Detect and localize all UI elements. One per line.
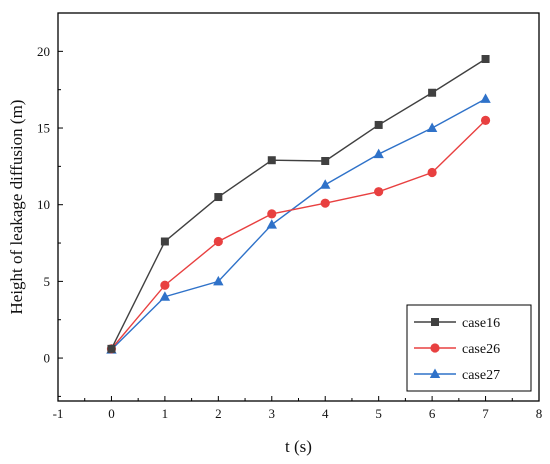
legend-item-case16: case16 bbox=[414, 316, 500, 331]
x-axis-title: t (s) bbox=[285, 437, 312, 456]
x-tick-label: 2 bbox=[215, 406, 222, 421]
y-tick-label: 0 bbox=[44, 351, 51, 366]
legend: case16 case26 case27 bbox=[406, 304, 532, 392]
data-point-case16 bbox=[214, 193, 223, 202]
y-tick-label: 10 bbox=[37, 197, 50, 212]
data-point-case27 bbox=[480, 93, 491, 103]
x-tick-label: 3 bbox=[269, 406, 276, 421]
data-point-case26 bbox=[427, 167, 437, 178]
y-tick-label: 15 bbox=[37, 121, 50, 136]
series-case16 bbox=[107, 55, 490, 353]
data-point-case27 bbox=[213, 275, 224, 286]
data-point-case26 bbox=[267, 209, 277, 219]
y-tick-label: 20 bbox=[37, 44, 50, 59]
data-point-case16 bbox=[428, 88, 437, 97]
legend-label: case27 bbox=[462, 368, 500, 383]
legend-item-case27: case27 bbox=[414, 368, 500, 383]
series-case27 bbox=[106, 93, 491, 354]
data-point-case27 bbox=[266, 219, 277, 229]
x-tick-label: -1 bbox=[53, 406, 64, 421]
x-tick-label: 4 bbox=[322, 406, 329, 421]
x-tick-label: 0 bbox=[108, 406, 115, 421]
data-point-case26 bbox=[320, 198, 330, 208]
x-tick-label: 8 bbox=[536, 406, 543, 421]
legend-marker bbox=[430, 343, 440, 353]
y-tick-label: 5 bbox=[44, 274, 51, 289]
data-point-case27 bbox=[373, 148, 384, 159]
plot-layer: -1 0 1 2 3 4 5 6 7 8 0 5 10 15 20 case16 case26 case27 bbox=[37, 12, 543, 421]
data-point-case27 bbox=[320, 179, 331, 189]
legend-label: case16 bbox=[462, 316, 500, 331]
series-line-case16 bbox=[110, 58, 486, 350]
x-tick-label: 5 bbox=[375, 406, 382, 421]
x-tick-label: 6 bbox=[429, 406, 436, 421]
series-line-case26 bbox=[110, 119, 487, 350]
x-tick-label: 1 bbox=[162, 406, 169, 421]
series-line-case27 bbox=[110, 98, 486, 351]
data-point-case16 bbox=[160, 237, 169, 246]
data-point-case26 bbox=[480, 115, 491, 125]
y-axis-title: Height of leakage diffusion (m) bbox=[7, 100, 26, 315]
legend-marker bbox=[431, 318, 439, 326]
data-point-case26 bbox=[160, 280, 170, 290]
data-point-case16 bbox=[374, 120, 383, 129]
data-point-case27 bbox=[426, 122, 438, 133]
data-point-case26 bbox=[374, 187, 384, 197]
data-point-case16 bbox=[321, 156, 330, 165]
legend-item-case26: case26 bbox=[414, 342, 500, 357]
data-point-case27 bbox=[159, 291, 171, 301]
x-tick-label: 7 bbox=[482, 406, 489, 421]
data-point-case16 bbox=[267, 156, 276, 165]
legend-marker bbox=[429, 368, 441, 378]
data-point-case26 bbox=[213, 236, 223, 247]
legend-label: case26 bbox=[462, 342, 500, 357]
data-point-case16 bbox=[481, 55, 490, 64]
data-point-case16 bbox=[107, 344, 116, 353]
